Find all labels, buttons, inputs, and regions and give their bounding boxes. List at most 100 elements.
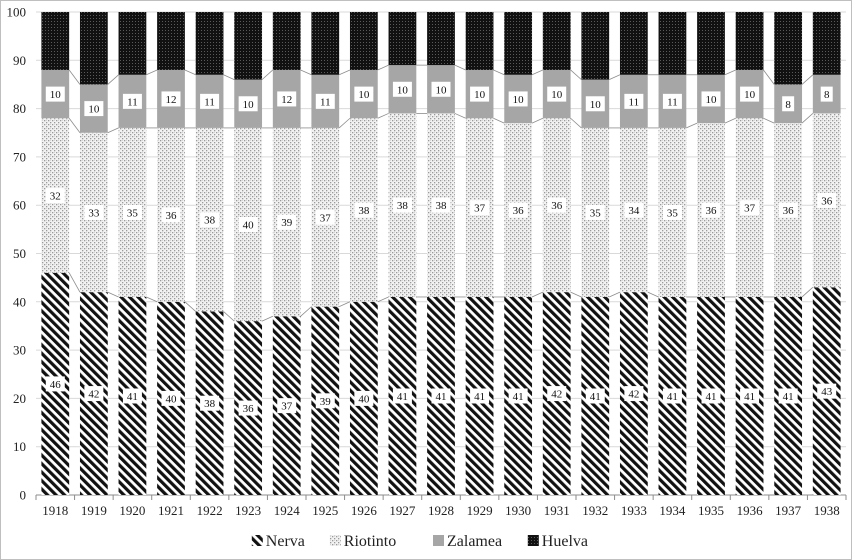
- series-connector: [801, 113, 814, 124]
- data-label-box: [470, 86, 490, 102]
- data-label-box: [778, 388, 798, 404]
- data-label-box: [662, 388, 682, 404]
- data-label-box: [585, 388, 605, 404]
- series-connector: [339, 69, 351, 76]
- data-label-box: [238, 400, 258, 416]
- y-tick-label: 100: [7, 5, 27, 20]
- bar-huelva-1936: [735, 12, 764, 70]
- x-tick-label-1922: 1922: [197, 503, 223, 518]
- data-label-nerva-1938: 43: [821, 386, 833, 398]
- series-connector: [570, 117, 582, 129]
- data-label-zalamea-1921: 12: [166, 94, 177, 106]
- data-label-nerva-1923: 36: [243, 403, 255, 415]
- data-label-nerva-1933: 42: [628, 389, 639, 401]
- series-connector: [223, 311, 235, 322]
- series-connector: [261, 315, 273, 322]
- y-tick-label: 0: [20, 488, 27, 503]
- data-label-box: [392, 388, 412, 404]
- legend-swatch-riotinto: [329, 535, 341, 546]
- data-label-zalamea-1938: 8: [824, 89, 830, 101]
- y-tick-label: 60: [13, 198, 26, 213]
- data-label-box: [238, 217, 258, 233]
- x-tick-label-1918: 1918: [42, 503, 68, 518]
- legend-label-zalamea: Zalamea: [447, 533, 502, 550]
- data-label-riotinto-1926: 38: [358, 205, 370, 217]
- data-label-box: [662, 93, 682, 109]
- data-label-zalamea-1936: 10: [744, 89, 756, 101]
- data-label-box: [84, 386, 104, 402]
- bar-huelva-1926: [349, 12, 378, 70]
- series-connector: [570, 291, 582, 298]
- data-label-zalamea-1928: 10: [436, 84, 448, 96]
- data-label-box: [200, 212, 220, 228]
- data-label-box: [431, 81, 451, 97]
- data-label-riotinto-1932: 35: [590, 207, 602, 219]
- data-label-zalamea-1922: 11: [204, 96, 215, 108]
- y-tick-label: 30: [13, 343, 26, 358]
- bar-huelva-1934: [658, 12, 687, 75]
- series-connector: [686, 122, 698, 129]
- data-label-nerva-1929: 41: [474, 391, 485, 403]
- series-connector: [107, 74, 119, 85]
- data-label-zalamea-1919: 10: [88, 104, 100, 116]
- legend-label-nerva: Nerva: [266, 533, 305, 550]
- data-label-zalamea-1927: 10: [397, 84, 409, 96]
- data-label-box: [547, 386, 567, 402]
- data-label-riotinto-1937: 36: [783, 205, 795, 217]
- data-label-riotinto-1928: 38: [436, 200, 448, 212]
- series-connector: [724, 69, 736, 76]
- series-connector: [184, 301, 196, 312]
- series-connector: [493, 69, 505, 76]
- data-label-box: [354, 390, 374, 406]
- data-label-box: [315, 209, 335, 225]
- data-label-zalamea-1925: 11: [320, 96, 331, 108]
- series-connector: [261, 69, 274, 80]
- data-label-box: [122, 93, 142, 109]
- data-label-box: [84, 204, 104, 220]
- series-connector: [609, 291, 621, 298]
- x-tick-label-1938: 1938: [814, 503, 840, 518]
- x-tick-label-1923: 1923: [235, 503, 261, 518]
- data-label-box: [277, 214, 297, 230]
- data-label-riotinto-1938: 36: [821, 195, 833, 207]
- series-connector: [339, 301, 351, 307]
- bar-huelva-1921: [157, 12, 185, 70]
- bar-huelva-1922: [195, 12, 224, 75]
- series-connector: [454, 64, 466, 71]
- data-label-box: [740, 200, 760, 216]
- data-label-box: [161, 91, 181, 107]
- data-label-box: [392, 81, 412, 97]
- series-connector: [570, 69, 582, 80]
- data-label-box: [782, 96, 795, 112]
- data-label-box: [45, 376, 65, 392]
- data-label-riotinto-1927: 38: [397, 200, 409, 212]
- data-labels: 46 42 41 40 38 36 37 39 40 41 41 41 41 42 41 42 41 41 41 41…: [45, 81, 837, 416]
- bar-huelva-1919: [79, 12, 108, 85]
- data-label-box: [431, 197, 451, 213]
- series-connector: [493, 117, 505, 124]
- x-tick-label-1921: 1921: [158, 503, 184, 518]
- data-label-zalamea-1918: 10: [50, 89, 62, 101]
- x-tick-label-1937: 1937: [775, 503, 802, 518]
- data-label-box: [662, 204, 682, 220]
- data-label-box: [161, 390, 181, 406]
- data-label-box: [122, 204, 142, 220]
- data-label-box: [277, 398, 297, 414]
- data-label-box: [238, 96, 258, 112]
- data-label-riotinto-1923: 40: [243, 220, 255, 232]
- series-connectors: [68, 64, 814, 322]
- data-label-riotinto-1918: 32: [50, 191, 61, 203]
- x-tick-label-1935: 1935: [698, 503, 724, 518]
- x-tick-label-1927: 1927: [389, 503, 416, 518]
- data-label-riotinto-1925: 37: [320, 212, 332, 224]
- x-tick-label-1919: 1919: [81, 503, 107, 518]
- data-label-riotinto-1919: 33: [88, 207, 100, 219]
- legend-label-riotinto: Riotinto: [344, 533, 396, 550]
- data-label-riotinto-1921: 36: [166, 210, 178, 222]
- data-label-nerva-1934: 41: [667, 391, 678, 403]
- data-label-riotinto-1936: 37: [744, 203, 756, 215]
- data-label-box: [431, 388, 451, 404]
- data-label-box: [740, 388, 760, 404]
- x-tick-label-1928: 1928: [428, 503, 454, 518]
- bar-huelva-1924: [272, 12, 301, 70]
